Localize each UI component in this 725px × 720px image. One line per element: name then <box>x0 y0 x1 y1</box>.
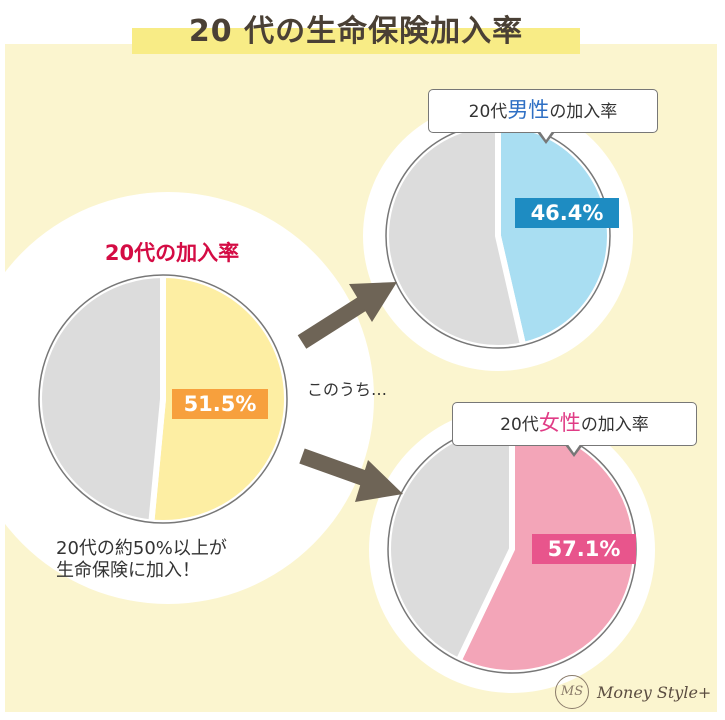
female-title-suffix: の加入率 <box>580 415 649 435</box>
male-percent-label: 46.4% <box>515 198 619 228</box>
male-title-prefix: 20代 <box>468 102 508 122</box>
male-pie <box>383 121 613 351</box>
female-pie-title-bubble: 20代女性の加入率 <box>452 402 697 457</box>
female-title-prefix: 20代 <box>500 415 539 435</box>
transition-text: このうち… <box>307 380 388 399</box>
logo-mark-icon: MS <box>555 675 589 709</box>
male-title-emphasis: 男性 <box>507 98 550 122</box>
male-title-suffix: の加入率 <box>549 102 618 122</box>
female-title-emphasis: 女性 <box>538 411 581 435</box>
summary-line-1: 20代の約50%以上が <box>56 538 227 559</box>
overall-pie-title: 20代の加入率 <box>104 241 240 265</box>
summary-text: 20代の約50%以上が 生命保険に加入！ <box>56 538 336 582</box>
overall-outline <box>38 274 288 524</box>
overall-percent-label: 51.5% <box>172 389 268 419</box>
male-bubble-tail <box>537 130 555 144</box>
title-highlight <box>132 28 580 54</box>
male-pie-title-bubble: 20代男性の加入率 <box>428 89 658 144</box>
logo-text: Money Style+ <box>597 682 712 702</box>
arrow-to-male <box>297 282 397 349</box>
female-percent-label: 57.1% <box>532 534 636 564</box>
summary-line-2: 生命保険に加入！ <box>56 560 200 581</box>
arrow-to-female <box>299 448 403 502</box>
overall-pie <box>36 272 290 526</box>
female-bubble-tail <box>565 443 583 457</box>
page-title: 20 代の生命保険加入率 <box>188 14 524 49</box>
brand-logo: MS Money Style+ <box>555 672 711 712</box>
